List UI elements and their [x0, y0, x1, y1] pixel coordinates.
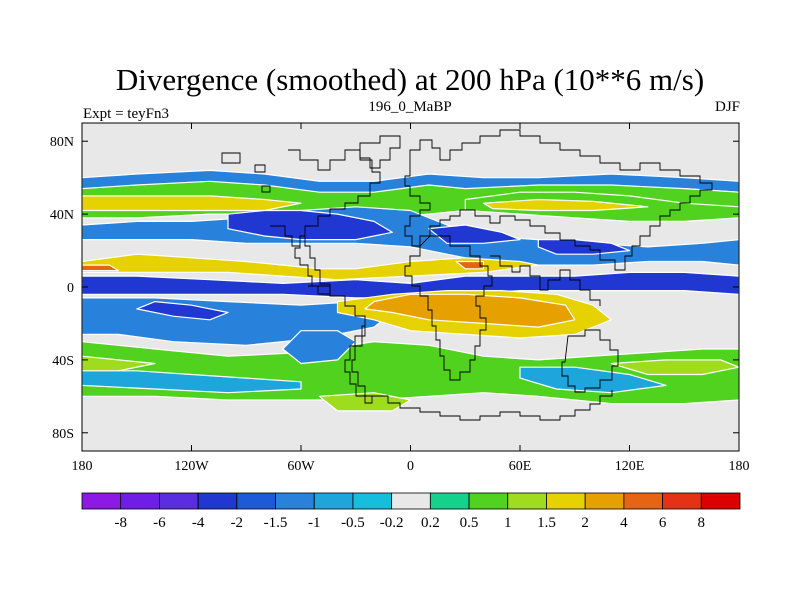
colorbar-label-0: -8 [114, 515, 127, 531]
colorbar-swatch-2 [159, 492, 199, 510]
coastline-south-america [308, 285, 373, 404]
coastline-south-asia [490, 255, 601, 306]
x-tick-label-5: 120E [615, 459, 645, 474]
contour-region-8 [537, 239, 631, 255]
colorbar-label-7: -0.2 [380, 515, 404, 531]
coastline-australia [561, 329, 619, 393]
colorbar-swatch-5 [275, 492, 315, 510]
colorbar-label-9: 0.5 [460, 515, 479, 531]
colorbar-swatch-6 [313, 492, 354, 510]
contour-region-7 [428, 224, 521, 244]
contour-region-16 [364, 293, 576, 328]
contour-region-14 [136, 301, 229, 321]
contour-region-6 [227, 209, 393, 241]
contour-region-18 [82, 355, 156, 376]
contour-region-19 [610, 359, 739, 376]
y-tick-label-4: 80S [52, 427, 74, 442]
colorbar-label-13: 4 [620, 515, 628, 531]
colorbar-swatch-8 [391, 492, 431, 510]
subtitle-left: Expt = teyFn3 [83, 106, 169, 122]
x-axis: 180 120W 60W 0 60E 120E 180 [72, 123, 750, 474]
x-tick-label-6: 180 [729, 459, 750, 474]
colorbar-swatch-13 [584, 492, 625, 510]
coastline-north-america [221, 149, 381, 295]
coastline-antarctica [372, 390, 613, 421]
colorbar-label-14: 6 [659, 515, 667, 531]
contour-region-20 [82, 370, 302, 394]
colorbar-label-11: 1.5 [537, 515, 556, 531]
chart-title: Divergence (smoothed) at 200 hPa (10**6 … [116, 62, 704, 97]
colorbar-label-10: 1 [504, 515, 512, 531]
colorbar-label-3: -2 [231, 515, 244, 531]
contour-region-22 [282, 330, 357, 365]
subtitle-right: DJF [715, 99, 740, 115]
colorbar-swatch-16 [700, 492, 741, 510]
contour-region-11 [455, 260, 485, 270]
y-tick-label-0: 80N [50, 135, 74, 150]
y-tick-label-3: 40S [52, 354, 74, 369]
subtitle-center: 196_0_MaBP [368, 99, 451, 115]
colorbar-label-6: -0.5 [341, 515, 365, 531]
x-tick-label-1: 120W [174, 459, 209, 474]
coastline-layer [221, 129, 713, 421]
contour-fill-layer [82, 169, 739, 412]
coastline-eurasia [404, 129, 713, 271]
colorbar-swatch-12 [546, 492, 586, 510]
colorbar-swatch-15 [662, 492, 702, 510]
contour-region-2 [82, 195, 302, 212]
colorbar-swatch-3 [197, 492, 238, 510]
plot-area [82, 123, 739, 451]
colorbar-label-5: -1 [308, 515, 321, 531]
contour-region-12 [82, 271, 739, 299]
colorbar-label-15: 8 [698, 515, 706, 531]
colorbar-swatch-11 [507, 492, 547, 510]
coastline-africa [404, 235, 493, 381]
colorbar: -8 -6 -4 -2 -1.5 -1 -0.5 -0.2 0.2 0.5 1 1.5 2 4 6 8 [81, 492, 741, 531]
colorbar-swatch-9 [429, 492, 470, 510]
colorbar-label-2: -4 [192, 515, 205, 531]
x-tick-label-4: 60E [509, 459, 532, 474]
contour-region-9 [82, 253, 539, 281]
y-axis: 80N 40N 0 40S 80S [50, 135, 739, 442]
x-tick-label-0: 180 [72, 459, 93, 474]
x-tick-label-2: 60W [287, 459, 315, 474]
colorbar-swatch-7 [352, 492, 393, 510]
x-tick-label-3: 0 [407, 459, 414, 474]
colorbar-swatch-1 [120, 492, 160, 510]
colorbar-label-12: 2 [581, 515, 589, 531]
colorbar-label-8: 0.2 [421, 515, 440, 531]
contour-region-10 [82, 264, 120, 272]
colorbar-swatch-14 [623, 492, 663, 510]
contour-region-21 [519, 366, 667, 394]
colorbar-label-4: -1.5 [264, 515, 288, 531]
y-tick-label-1: 40N [50, 208, 74, 223]
colorbar-swatch-10 [468, 492, 509, 510]
contour-region-4 [482, 198, 649, 212]
colorbar-swatch-4 [236, 492, 276, 510]
colorbar-label-1: -6 [153, 515, 166, 531]
y-tick-label-2: 0 [67, 281, 74, 296]
coastline-greenland [359, 135, 401, 169]
colorbar-swatch-0 [81, 492, 122, 510]
